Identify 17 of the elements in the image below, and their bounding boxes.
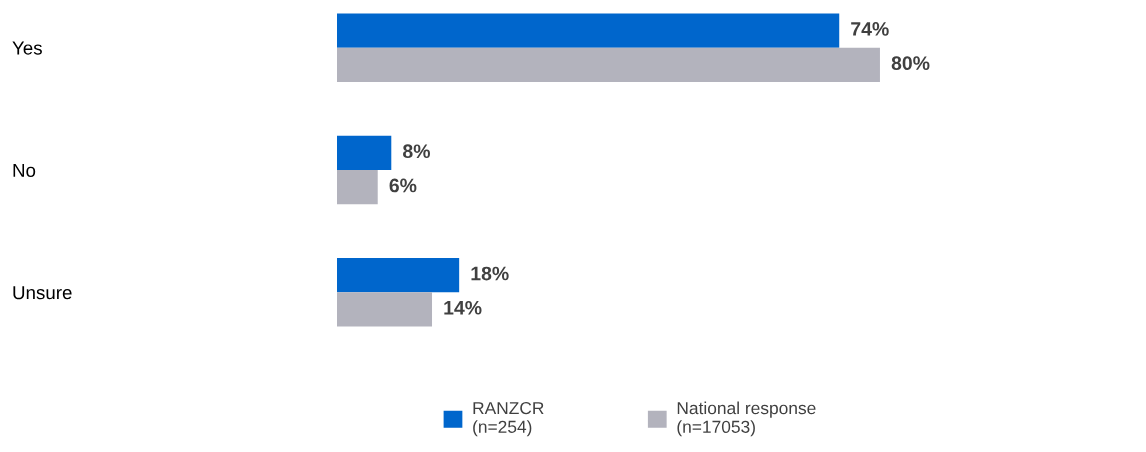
data-label: 14% <box>444 300 482 315</box>
bar <box>337 258 460 293</box>
data-label: 74% <box>851 22 889 36</box>
bar <box>337 135 392 170</box>
bar <box>337 170 378 205</box>
legend-label: RANZCR (n=254) <box>473 401 544 437</box>
y-tick-label: No <box>13 163 36 177</box>
bar <box>337 47 880 82</box>
bar <box>337 292 433 327</box>
y-tick-label: Unsure <box>13 286 72 300</box>
data-label: 80% <box>891 56 930 71</box>
legend-label: National response (n=17053) <box>677 401 816 437</box>
data-label: 18% <box>471 266 509 281</box>
data-label: 8% <box>403 144 430 159</box>
bar <box>337 13 840 48</box>
y-tick-label: Yes <box>12 41 42 55</box>
data-label: 6% <box>389 178 417 193</box>
